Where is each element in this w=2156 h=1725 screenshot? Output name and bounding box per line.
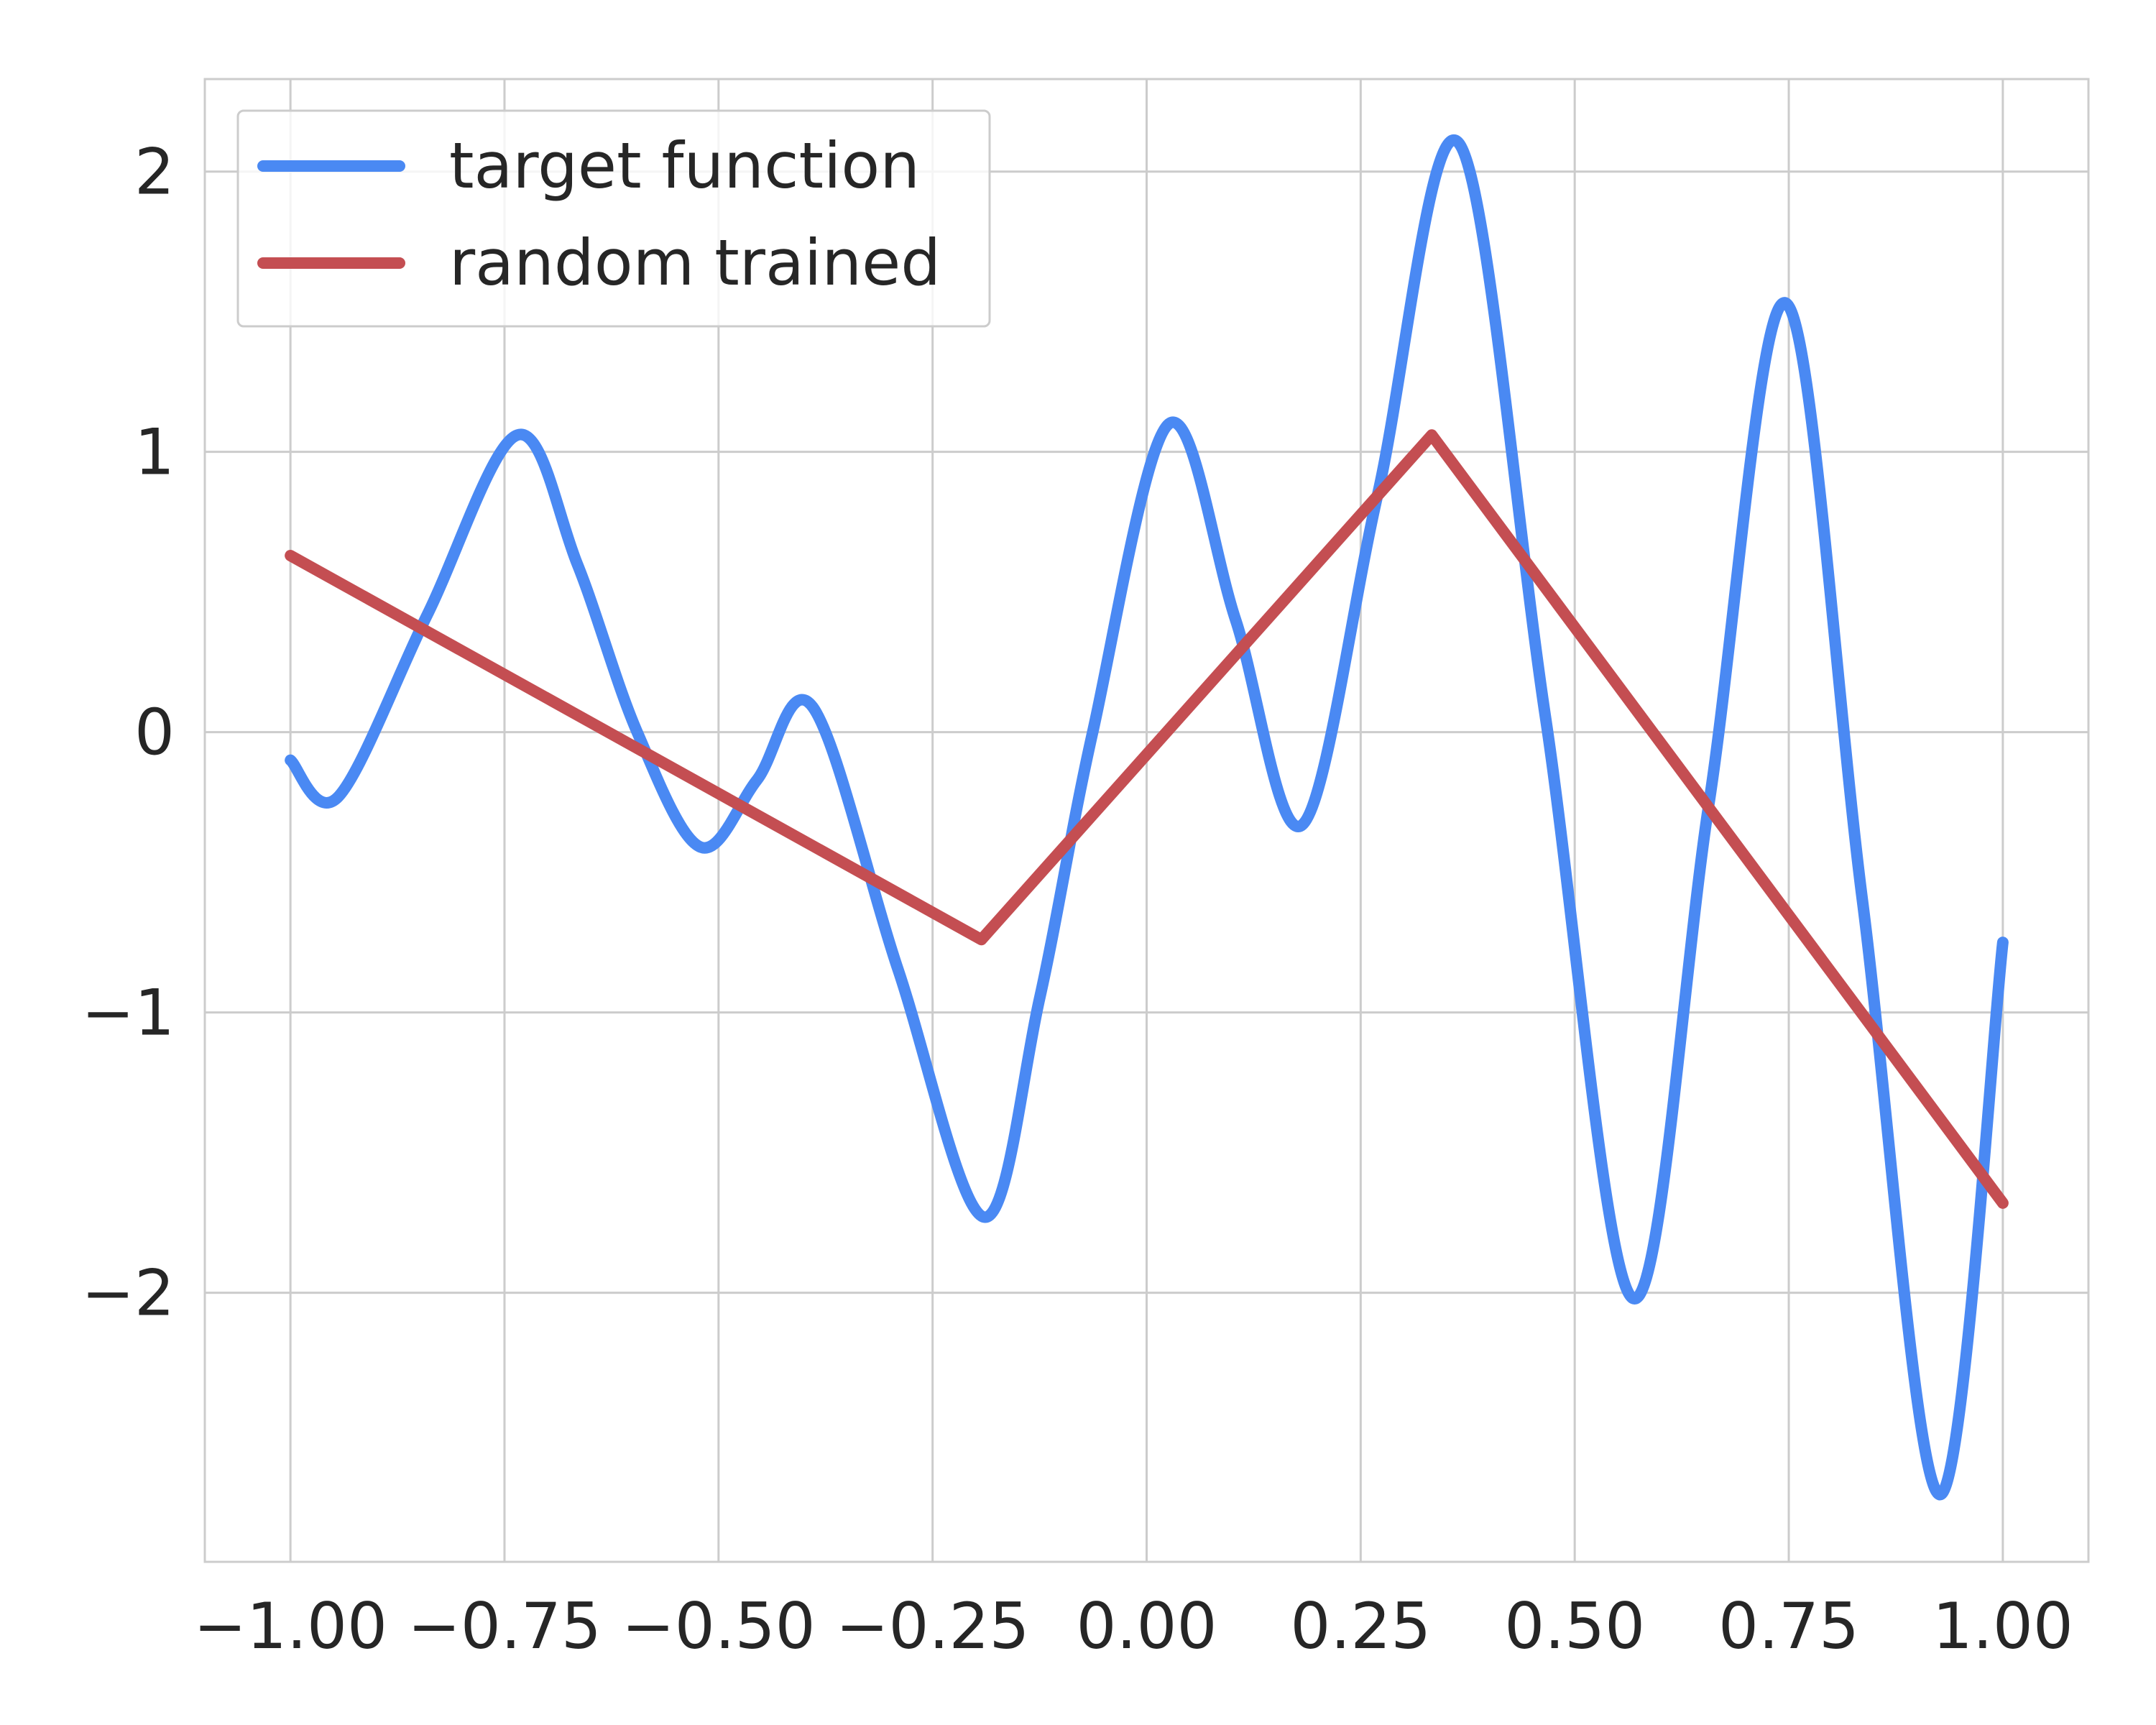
legend-box [236, 109, 991, 328]
x-tick-label: −0.50 [622, 1589, 816, 1663]
x-tick-label: −1.00 [193, 1589, 387, 1663]
x-tick-label: 0.00 [1077, 1589, 1217, 1663]
legend-label: target function [449, 129, 920, 203]
legend: target function random trained [236, 109, 991, 328]
y-tick-label: −2 [81, 1256, 175, 1330]
y-tick-label: −1 [81, 976, 175, 1050]
y-tick-label: 2 [134, 135, 175, 209]
legend-label: random trained [449, 226, 941, 300]
series-line [285, 134, 2009, 1501]
series-line [285, 429, 2009, 1209]
x-tick-label: −0.75 [407, 1589, 602, 1663]
x-tick-label: 1.00 [1932, 1589, 2073, 1663]
x-tick-label: 0.75 [1718, 1589, 1859, 1663]
x-tick-label: 0.50 [1504, 1589, 1645, 1663]
x-tick-label: 0.25 [1290, 1589, 1431, 1663]
x-tick-label: −0.25 [836, 1589, 1030, 1663]
y-tick-label: 1 [134, 415, 175, 489]
y-tick-label: 0 [134, 696, 175, 770]
